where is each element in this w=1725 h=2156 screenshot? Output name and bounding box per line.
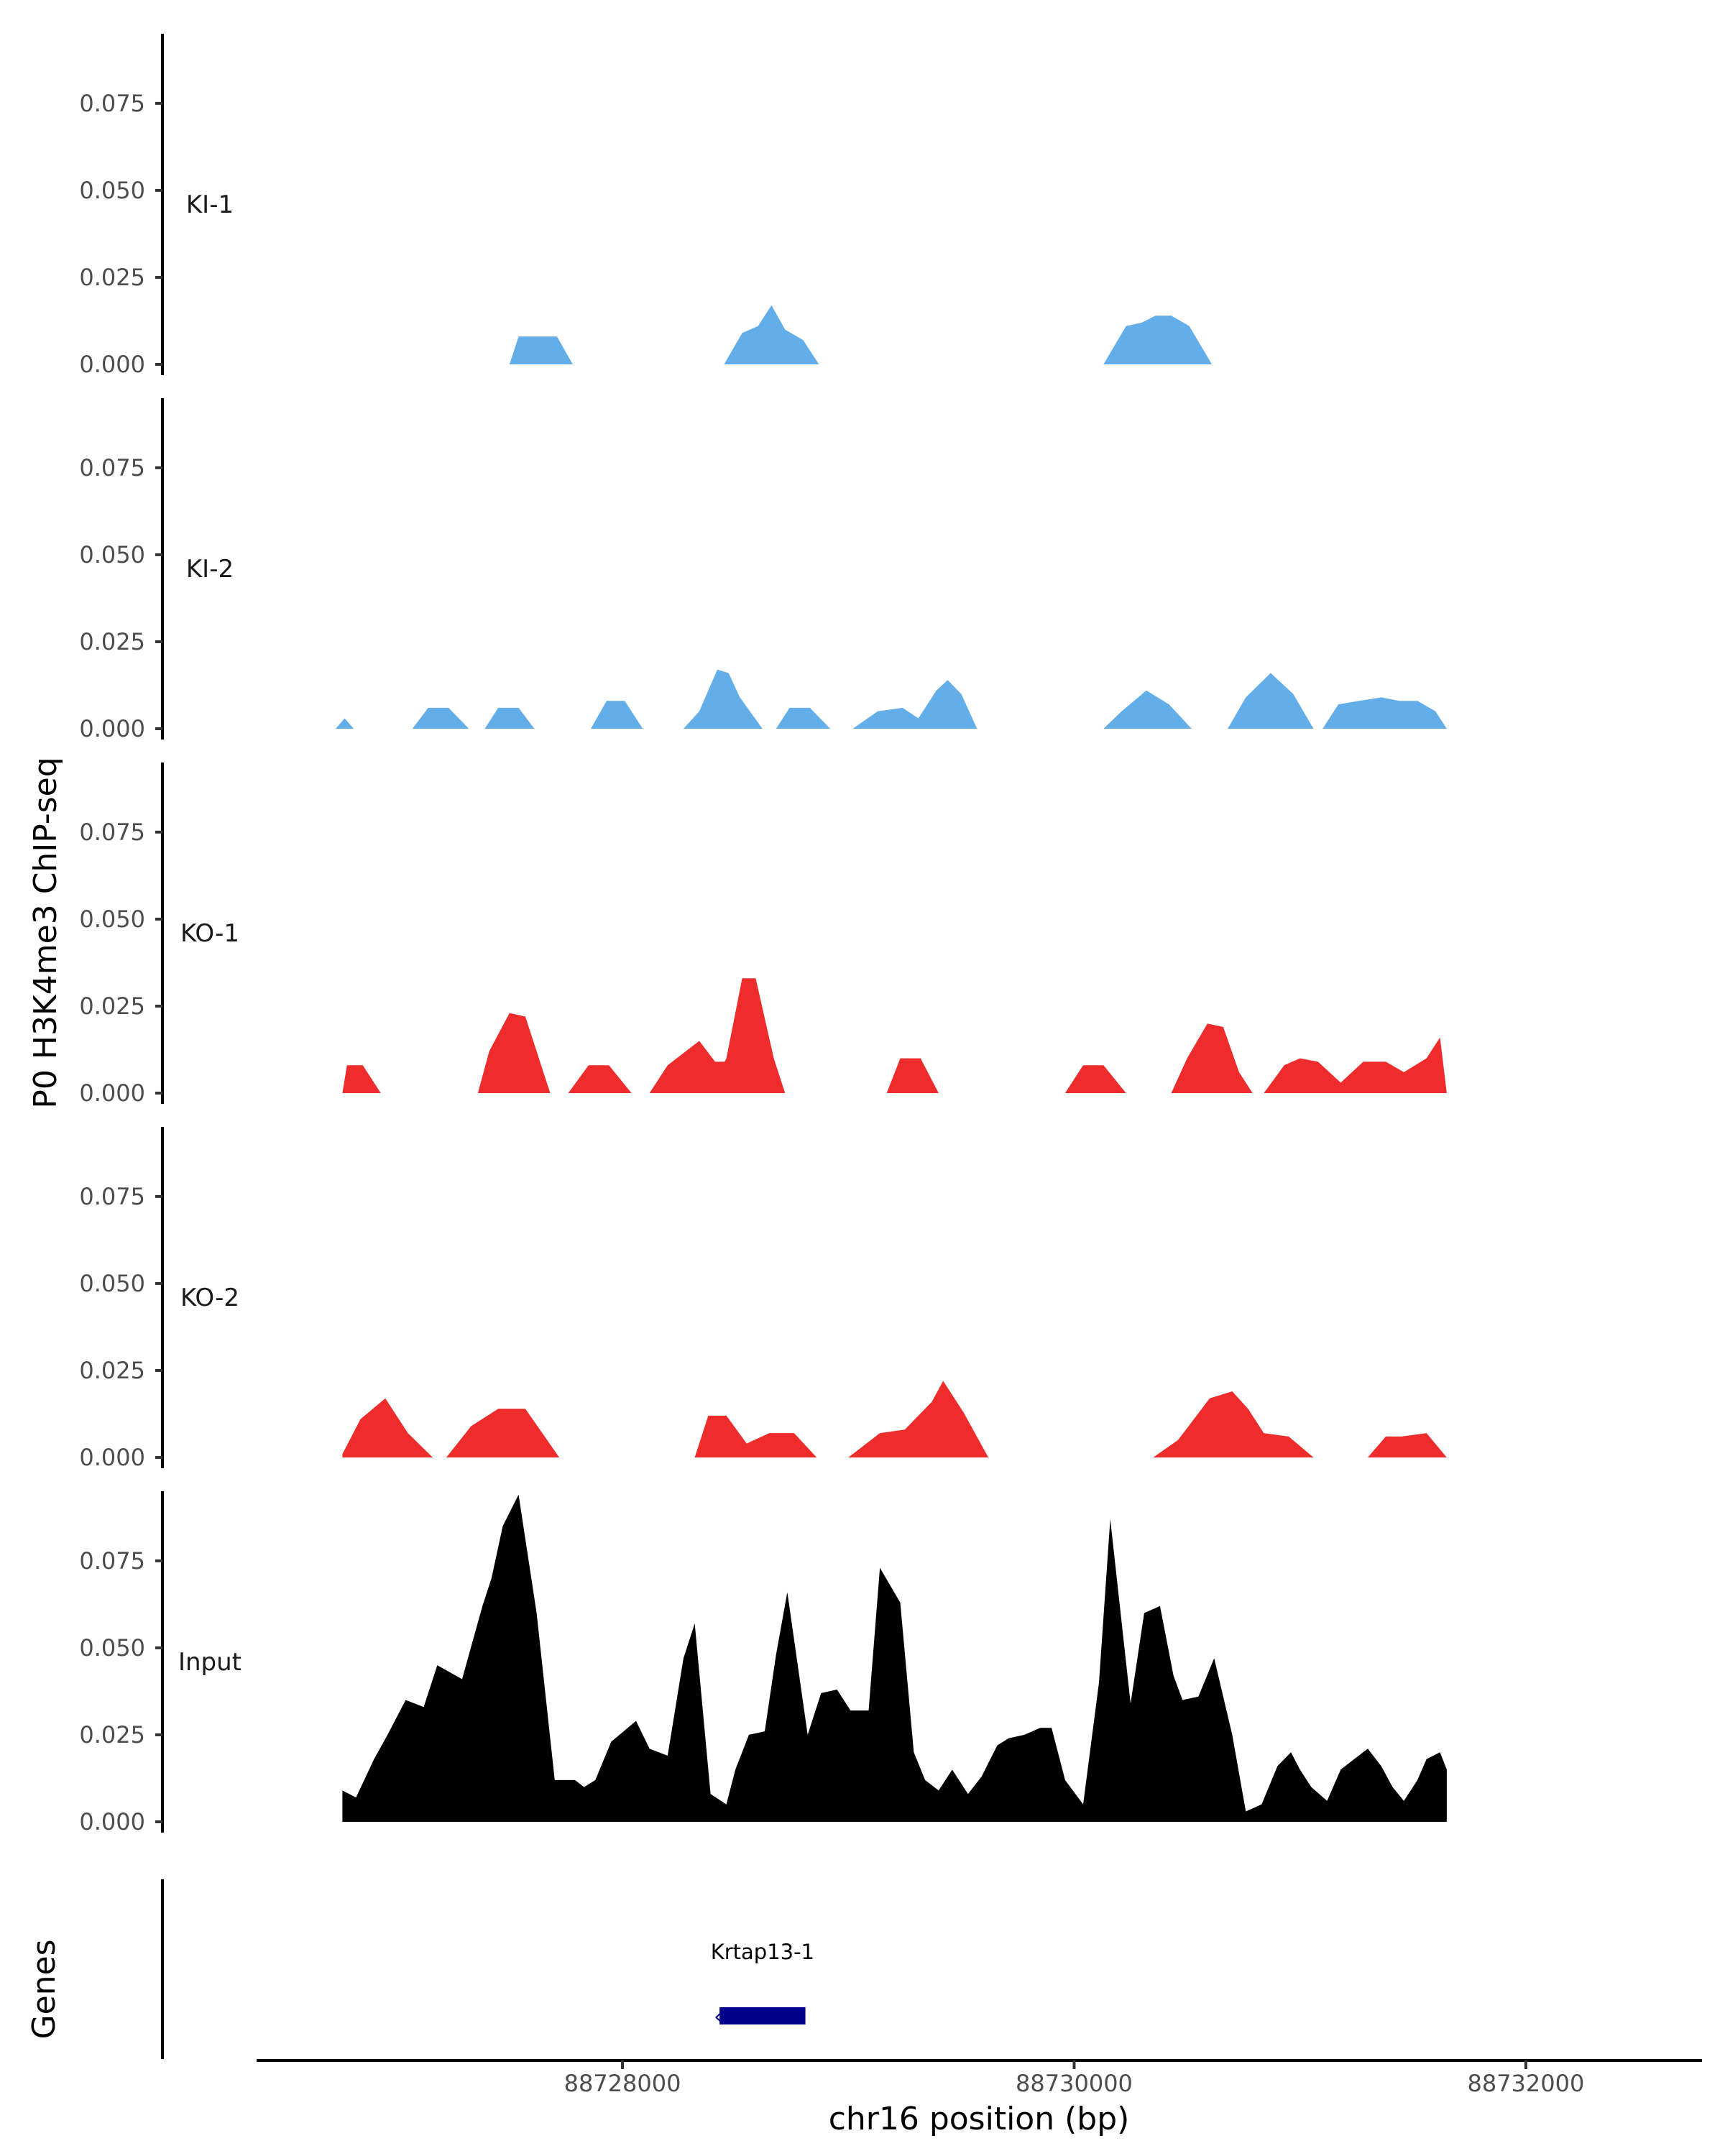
peak-ki-2-7 (852, 680, 978, 729)
peak-ko-2-3 (694, 1415, 817, 1457)
y-tick-label: 0.075 (79, 90, 145, 117)
peak-ki-2-9 (1228, 673, 1314, 729)
y-tick-label: 0.075 (79, 1183, 145, 1210)
peak-ki-2-5 (683, 669, 763, 729)
panel-ko-2: 0.000 0.025 0.050 0.075 KO-2 (79, 1127, 1447, 1471)
peak-ki-2-2 (412, 707, 469, 729)
y-tick-label: 0.000 (79, 715, 145, 742)
gene-label: Krtap13-1 (711, 1940, 814, 1964)
peak-ki-1-1 (509, 336, 573, 364)
peak-ki-1-2 (724, 305, 819, 364)
peak-ko-1-7 (1064, 1065, 1126, 1093)
peak-ko-1-2 (477, 1013, 551, 1093)
y-tick-label: 0.000 (79, 1079, 145, 1107)
y-tick-label: 0.025 (79, 264, 145, 291)
peak-ko-2-1 (342, 1398, 433, 1457)
panel-ki-2: 0.000 0.025 0.050 0.075 KI-2 (79, 398, 1447, 742)
peak-ko-1-9 (1264, 1037, 1447, 1093)
y-tick-label: 0.000 (79, 1444, 145, 1471)
peak-ki-2-8 (1103, 690, 1192, 729)
y-tick-label: 0.050 (79, 1634, 145, 1662)
gene-strand-arrow: ‹ (714, 2004, 722, 2030)
y-tick-label: 0.000 (79, 1808, 145, 1835)
peak-ko-1-3 (568, 1065, 632, 1093)
panel-ko-1: 0.000 0.025 0.050 0.075 KO-1 (79, 763, 1447, 1107)
y-tick-label: 0.075 (79, 819, 145, 846)
peak-ko-2-5 (1153, 1391, 1314, 1457)
y-tick-label: 0.025 (79, 992, 145, 1020)
panel-ki-1: 0.000 0.025 0.050 0.075 KI-1 (79, 34, 1213, 378)
y-tick-label: 0.075 (79, 454, 145, 482)
peak-ki-2-6 (776, 707, 831, 729)
peak-ko-2-6 (1368, 1433, 1447, 1457)
peak-ki-1-3 (1103, 315, 1213, 364)
genes-title: Genes (26, 1939, 63, 2039)
y-tick-label: 0.050 (79, 1270, 145, 1297)
y-tick-label: 0.075 (79, 1547, 145, 1575)
peak-ko-1-8 (1171, 1023, 1253, 1093)
panel-label-ki-1: KI-1 (186, 190, 234, 219)
peak-ki-2-3 (484, 707, 535, 729)
panel-label-input: Input (178, 1648, 242, 1677)
y-tick-label: 0.025 (79, 1721, 145, 1749)
peak-ko-2-4 (848, 1381, 989, 1457)
y-tick-label: 0.025 (79, 628, 145, 655)
panel-input: 0.000 0.025 0.050 0.075 Input (79, 1491, 1447, 1835)
peak-ko-1-6 (886, 1058, 939, 1093)
x-tick-label: 88732000 (1467, 2070, 1584, 2097)
y-tick-label: 0.025 (79, 1357, 145, 1384)
y-tick-label: 0.050 (79, 906, 145, 933)
gene-body (719, 2007, 806, 2024)
x-axis: 88728000 88730000 88732000 chr16 position … (257, 2059, 1702, 2137)
y-tick-label: 0.000 (79, 351, 145, 378)
peak-ko-1-5 (708, 978, 786, 1093)
peak-ki-2-4 (591, 701, 643, 729)
x-tick-label: 88730000 (1016, 2070, 1133, 2097)
x-ticks: 88728000 88730000 88732000 (564, 2060, 1584, 2097)
panel-label-ki-2: KI-2 (186, 555, 234, 584)
y-tick-label: 0.050 (79, 541, 145, 568)
genes-track: Genes Krtap13-1 ‹ (26, 1879, 814, 2059)
x-axis-title: chr16 position (bp) (829, 2101, 1130, 2137)
panel-label-ko-2: KO-2 (180, 1284, 239, 1312)
panel-label-ko-1: KO-1 (180, 919, 239, 948)
track-panels: 0.0000.0250.0500.075KI-10.0000.0250.0500… (79, 34, 1447, 1835)
peak-ki-2-10 (1322, 697, 1447, 729)
peak-ko-2-2 (446, 1409, 560, 1457)
y-axis-title: P0 H3K4me3 ChIP-seq (27, 757, 64, 1108)
peak-ki-2-1 (336, 718, 354, 729)
peak-ko-1-1 (342, 1065, 381, 1093)
x-tick-label: 88728000 (564, 2070, 681, 2097)
area-input (342, 1494, 1447, 1822)
y-tick-label: 0.050 (79, 177, 145, 204)
